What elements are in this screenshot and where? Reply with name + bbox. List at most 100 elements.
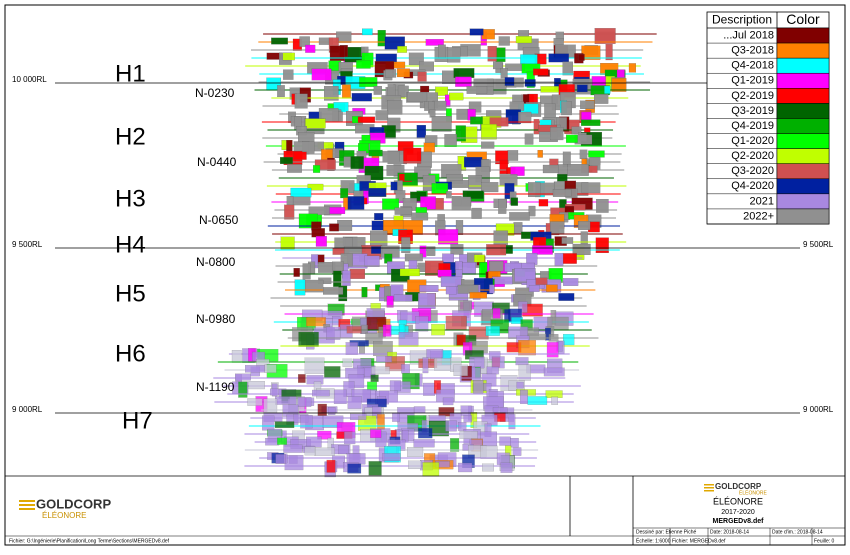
stope [459, 431, 478, 439]
stope [563, 278, 579, 286]
stope [605, 43, 613, 61]
legend-label: Q1-2020 [731, 135, 774, 147]
border [4, 4, 846, 546]
stope [326, 459, 336, 473]
stope [361, 324, 368, 334]
stope [507, 150, 519, 161]
stope [581, 45, 601, 60]
stope [349, 269, 366, 279]
drawn-by: Dessiné par: Etienne Piché [636, 529, 697, 535]
stope [415, 316, 429, 332]
stope [370, 374, 379, 382]
stope [527, 182, 541, 198]
stope [445, 94, 451, 107]
stope [407, 447, 424, 457]
level-label: N-0980 [196, 312, 236, 326]
stope [558, 293, 575, 301]
stope [548, 53, 569, 63]
stope [548, 334, 559, 342]
stope [274, 421, 295, 429]
stope [453, 364, 468, 376]
stope [317, 403, 327, 416]
stope [362, 28, 373, 36]
file-name: Fichier: MERGEDv8.def [672, 538, 726, 544]
stope [395, 190, 406, 203]
logo-right: GOLDCORP ÉLÉONORE ÉLÉONORE 2017-2020 MER… [704, 482, 767, 525]
level-label: N-0650 [199, 213, 239, 227]
stope [588, 150, 605, 158]
stope [294, 279, 306, 296]
stope [416, 124, 426, 139]
file-path: Fichier: G:\Ingénierie\Planification\Lon… [9, 538, 170, 544]
stope [361, 287, 368, 298]
stope [401, 237, 411, 253]
legend-header: Color [786, 11, 820, 27]
stope [275, 454, 286, 464]
stope [469, 28, 484, 36]
stope [356, 59, 371, 69]
stope [370, 429, 382, 439]
horizon-label: H7 [122, 407, 153, 434]
stope [486, 366, 499, 375]
stope [457, 284, 479, 294]
stope [305, 44, 316, 53]
stope [397, 85, 409, 98]
legend-swatch [776, 118, 830, 134]
stope [528, 285, 540, 292]
stope [557, 164, 568, 176]
stope [275, 396, 297, 405]
stope [464, 157, 483, 168]
stope [387, 100, 403, 115]
stope [248, 381, 265, 390]
stope [282, 52, 295, 61]
stope [386, 295, 394, 308]
stope [442, 397, 454, 406]
stope [482, 463, 495, 472]
stope [549, 221, 565, 235]
stope [389, 380, 401, 392]
stope [419, 285, 439, 293]
stope [290, 187, 312, 198]
stope [515, 357, 529, 366]
stope [628, 63, 637, 73]
stope [455, 125, 466, 142]
stope [311, 228, 325, 238]
stope [540, 86, 560, 93]
stope [524, 133, 534, 145]
stope [450, 180, 469, 188]
stope [347, 463, 362, 474]
stope [280, 157, 293, 164]
stope [231, 350, 242, 363]
stope [426, 349, 444, 358]
stope [579, 149, 588, 160]
logo-bar [704, 490, 714, 492]
period: 2017-2020 [721, 509, 755, 516]
stope [300, 415, 313, 429]
stope [306, 317, 326, 327]
stope [293, 268, 300, 277]
stope [504, 77, 515, 86]
stope [462, 190, 484, 199]
stope [418, 428, 433, 439]
stope [413, 406, 426, 413]
logo-bar [704, 487, 714, 489]
stope [596, 199, 609, 213]
horizon-label: H6 [115, 340, 146, 367]
stope [425, 39, 444, 46]
stope [489, 284, 495, 294]
stope [313, 165, 321, 173]
stope [333, 270, 342, 287]
stope [324, 85, 339, 101]
horizon-label: H4 [115, 231, 146, 258]
stope [481, 124, 497, 140]
stope [345, 342, 358, 355]
stope [368, 188, 387, 197]
stope [238, 381, 248, 398]
stope [495, 47, 506, 62]
horizon-label: H2 [115, 123, 146, 150]
stope [373, 85, 382, 95]
stope [390, 181, 398, 191]
stope [385, 69, 397, 78]
stope [594, 28, 616, 44]
